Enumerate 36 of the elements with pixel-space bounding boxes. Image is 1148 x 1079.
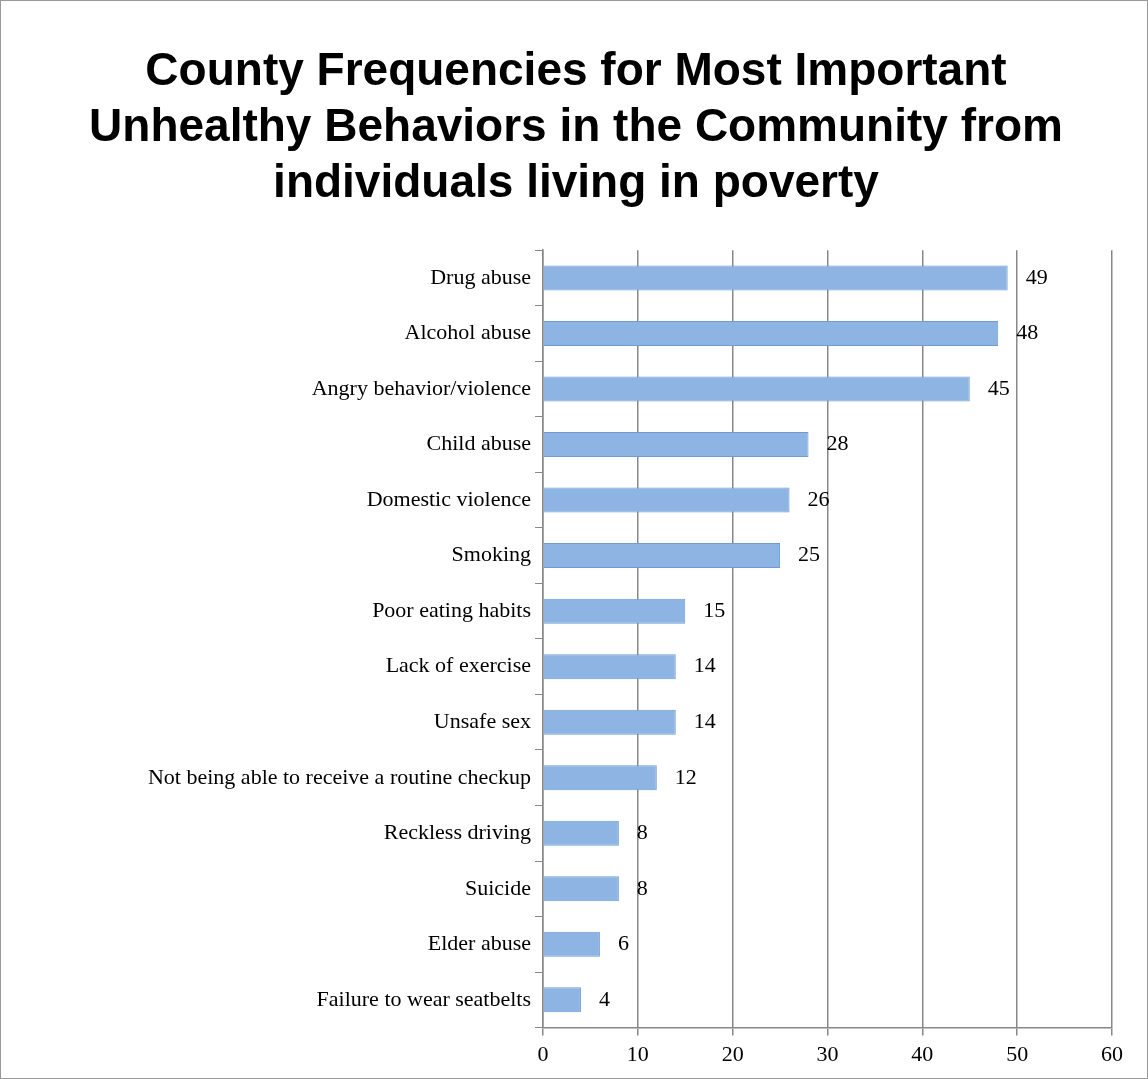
x-tick-label: 0 (537, 1040, 549, 1066)
y-tick-label: Smoking (451, 541, 531, 567)
data-label: 28 (826, 430, 849, 456)
y-tick-label: Not being able to receive a routine checkup (147, 763, 531, 789)
y-tick-label: Angry behavior/violence (311, 374, 531, 400)
x-tick-label: 60 (1101, 1040, 1123, 1066)
y-tick-label: Poor eating habits (372, 596, 531, 622)
data-label: 49 (1025, 263, 1048, 289)
y-tick-label: Failure to wear seatbelts (316, 985, 531, 1011)
data-label: 6 (617, 930, 629, 956)
y-tick-label: Elder abuse (427, 930, 531, 956)
data-label: 26 (807, 485, 830, 511)
data-label: 48 (1016, 319, 1039, 345)
data-label: 45 (987, 374, 1010, 400)
x-tick-label: 10 (626, 1040, 649, 1066)
y-tick-label: Reckless driving (383, 819, 531, 845)
y-tick-label: Suicide (465, 874, 531, 900)
y-tick-label: Unsafe sex (433, 707, 531, 733)
data-label: 8 (636, 874, 648, 900)
data-label: 14 (693, 707, 716, 733)
data-label: 15 (703, 596, 726, 622)
x-tick-label: 40 (911, 1040, 934, 1066)
y-tick-label: Domestic violence (366, 485, 531, 511)
data-label: 8 (636, 819, 648, 845)
y-tick-label: Drug abuse (430, 263, 531, 289)
data-label: 25 (798, 541, 821, 567)
data-label: 4 (598, 985, 610, 1011)
y-tick-label: Child abuse (426, 430, 531, 456)
y-tick-label: Alcohol abuse (404, 319, 531, 345)
x-tick-label: 20 (721, 1040, 744, 1066)
data-label: 12 (674, 763, 697, 789)
x-tick-label: 30 (816, 1040, 839, 1066)
y-tick-label: Lack of exercise (385, 652, 531, 678)
chart-title: County Frequencies for Most Important Unhealthy Behaviors in the Community from individuals living in poverty (88, 42, 1064, 209)
x-tick-label: 50 (1006, 1040, 1029, 1066)
data-label: 14 (693, 652, 716, 678)
